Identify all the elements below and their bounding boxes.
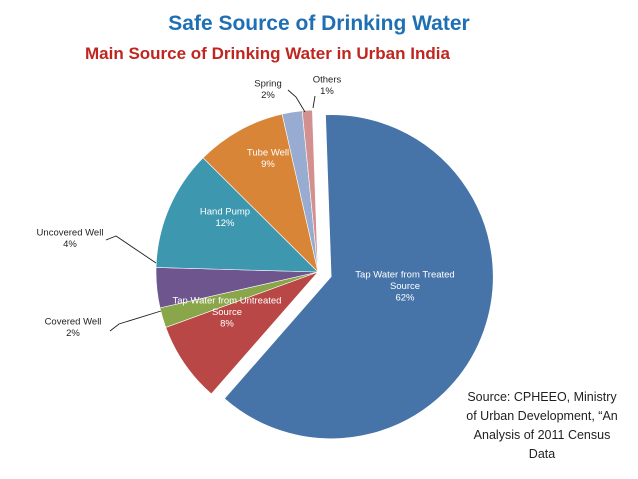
leader-line-covered-well xyxy=(109,310,162,332)
data-label-tube-well: Tube Well 9% xyxy=(247,147,289,170)
leader-line-spring xyxy=(287,89,306,113)
pie-slice-tap-water-from-treated-source xyxy=(224,114,494,439)
data-label-uncovered-well: Uncovered Well 4% xyxy=(37,227,104,250)
data-label-others: Others 1% xyxy=(313,74,342,97)
data-label-covered-well: Covered Well 2% xyxy=(45,316,102,339)
chart-title: Main Source of Drinking Water in Urban I… xyxy=(85,44,450,63)
source-note: Source: CPHEEO, Ministry of Urban Develo… xyxy=(466,390,618,461)
pie-slice-tube-well xyxy=(202,113,319,273)
data-label-tap-water-from-untreated-source: Tap Water from Untreated Source 8% xyxy=(173,296,282,330)
pie-slice-hand-pump xyxy=(155,157,319,273)
pie-slice-others xyxy=(301,109,319,273)
data-label-tap-water-from-treated-source: Tap Water from Treated Source 62% xyxy=(355,270,454,304)
data-label-spring: Spring 2% xyxy=(254,78,281,101)
leader-line-others xyxy=(312,95,316,109)
data-label-hand-pump: Hand Pump 12% xyxy=(200,206,250,229)
leader-line-uncovered-well xyxy=(105,235,157,264)
page-title: Safe Source of Drinking Water xyxy=(168,12,470,35)
